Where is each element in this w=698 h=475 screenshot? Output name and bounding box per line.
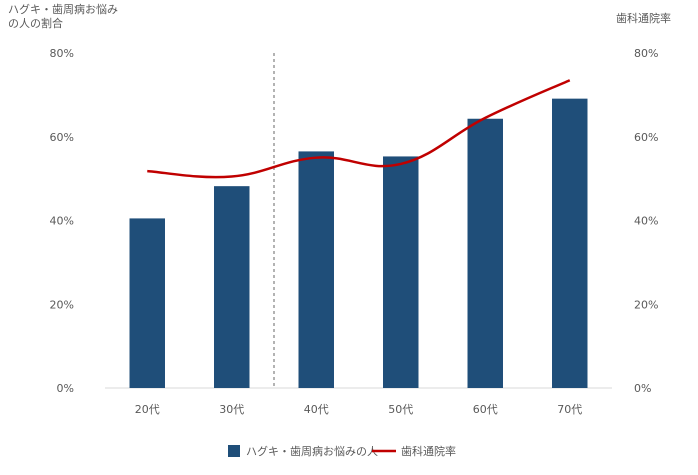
bar (129, 218, 165, 388)
bar (383, 156, 419, 388)
left-axis-ticks: 0% 20% 40% 60% 80% (50, 47, 74, 395)
x-tick-label: 30代 (219, 403, 244, 416)
legend: ハグキ・歯周病お悩みの人 歯科通院率 (228, 444, 456, 458)
bar (298, 151, 334, 388)
bar-series (129, 98, 588, 389)
bar (467, 118, 503, 389)
x-tick-label: 40代 (304, 403, 329, 416)
x-tick-label: 50代 (388, 403, 413, 416)
left-tick-label: 20% (50, 298, 74, 311)
bar (552, 98, 588, 389)
x-tick-label: 70代 (557, 403, 582, 416)
left-tick-label: 0% (57, 382, 74, 395)
x-axis-ticks: 20代 30代 40代 50代 60代 70代 (135, 403, 583, 416)
legend-label: 歯科通院率 (401, 444, 456, 458)
line-series (147, 79, 571, 179)
x-tick-label: 20代 (135, 403, 160, 416)
left-axis-title-line: の人の割合 (8, 16, 63, 30)
right-tick-label: 20% (634, 298, 658, 311)
right-axis-ticks: 0% 20% 40% 60% 80% (634, 47, 658, 395)
right-tick-label: 60% (634, 131, 658, 144)
right-tick-label: 40% (634, 215, 658, 228)
right-tick-label: 80% (634, 47, 658, 60)
bar (214, 186, 250, 388)
left-axis-title-line: ハグキ・歯周病お悩み (8, 2, 118, 16)
right-tick-label: 0% (634, 382, 651, 395)
legend-label: ハグキ・歯周病お悩みの人 (246, 444, 378, 458)
x-tick-label: 60代 (473, 403, 498, 416)
left-tick-label: 40% (50, 215, 74, 228)
legend-swatch-bar (228, 445, 240, 457)
right-axis-title: 歯科通院率 (616, 11, 671, 25)
left-tick-label: 80% (50, 47, 74, 60)
left-tick-label: 60% (50, 131, 74, 144)
